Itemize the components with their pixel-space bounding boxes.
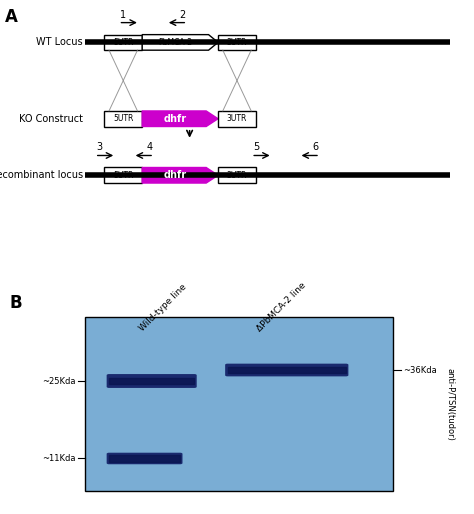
FancyBboxPatch shape [104, 111, 142, 126]
Text: Recombinant locus: Recombinant locus [0, 170, 83, 180]
Text: Wild-type line: Wild-type line [137, 282, 188, 333]
Text: 3: 3 [97, 142, 102, 152]
Text: 6: 6 [312, 142, 318, 152]
FancyBboxPatch shape [104, 168, 142, 183]
FancyBboxPatch shape [218, 34, 256, 50]
Text: WT Locus: WT Locus [36, 38, 83, 47]
Text: ~25Kda: ~25Kda [42, 376, 76, 386]
Polygon shape [142, 168, 218, 183]
Text: ΔPbMCA-2 line: ΔPbMCA-2 line [255, 281, 308, 334]
Text: 5UTR: 5UTR [113, 171, 133, 180]
Text: B: B [9, 294, 22, 313]
FancyBboxPatch shape [225, 364, 348, 376]
Text: 3UTR: 3UTR [227, 38, 247, 47]
FancyBboxPatch shape [104, 34, 142, 50]
Polygon shape [142, 34, 218, 50]
Text: dhfr: dhfr [164, 170, 187, 180]
FancyBboxPatch shape [218, 111, 256, 126]
Text: ~36Kda: ~36Kda [403, 365, 437, 375]
Text: anti-P/TSN(tudor): anti-P/TSN(tudor) [446, 368, 455, 440]
Text: PbMCA-2: PbMCA-2 [158, 38, 192, 47]
FancyBboxPatch shape [218, 168, 256, 183]
Text: ~11Kda: ~11Kda [42, 454, 76, 463]
FancyBboxPatch shape [107, 453, 182, 464]
Text: 4: 4 [146, 142, 152, 152]
Text: A: A [5, 8, 18, 27]
Text: 3UTR: 3UTR [227, 114, 247, 123]
Text: 2: 2 [179, 10, 186, 21]
FancyBboxPatch shape [85, 317, 393, 491]
Text: 5UTR: 5UTR [113, 114, 133, 123]
Text: dhfr: dhfr [164, 114, 187, 124]
Text: 3UTR: 3UTR [227, 171, 247, 180]
Text: KO Construct: KO Construct [19, 114, 83, 124]
Polygon shape [142, 111, 218, 126]
FancyBboxPatch shape [107, 374, 197, 388]
Text: 5UTR: 5UTR [113, 38, 133, 47]
Text: 1: 1 [120, 10, 126, 21]
Text: 5: 5 [253, 142, 259, 152]
